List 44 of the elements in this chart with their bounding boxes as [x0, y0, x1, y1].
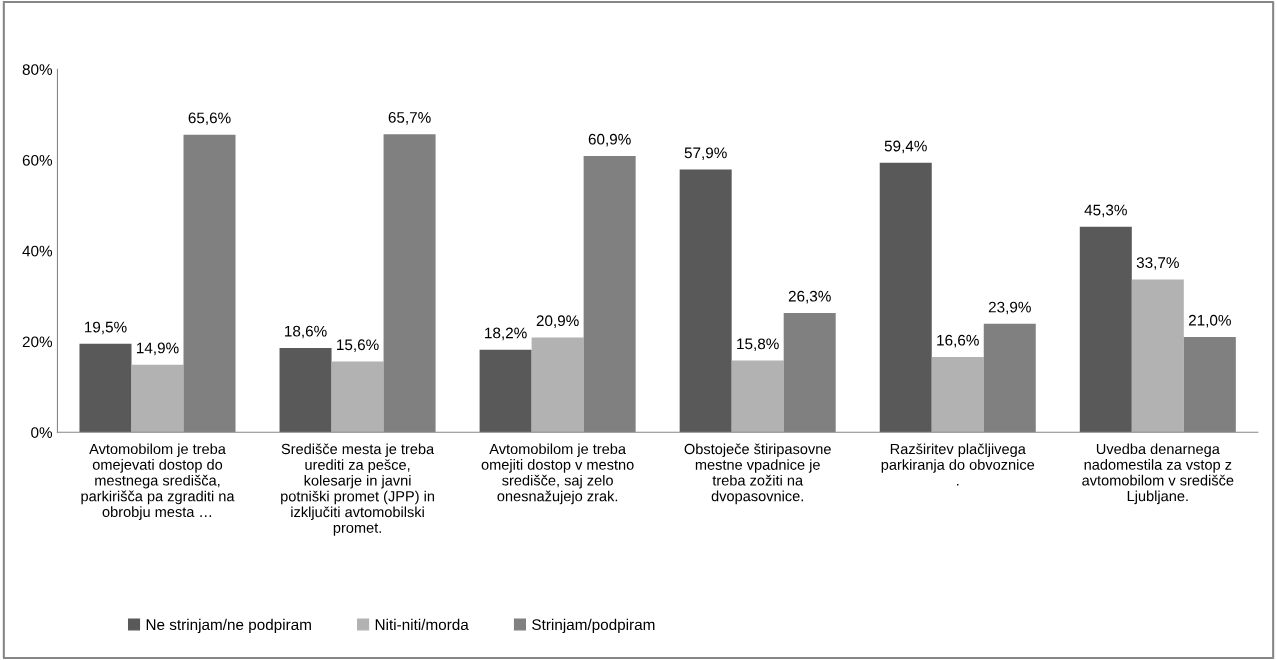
- bar: [1131, 279, 1184, 433]
- y-tick-label: 80%: [22, 64, 53, 75]
- legend-label: Strinjam/podpiram: [532, 618, 655, 634]
- data-label: 45,3%: [1084, 204, 1127, 218]
- bar: [131, 364, 184, 433]
- y-tick-label: 0%: [31, 427, 53, 438]
- data-label: 21,0%: [1188, 314, 1231, 328]
- data-label: 16,6%: [937, 334, 979, 348]
- legend-label: Niti-niti/morda: [375, 618, 469, 631]
- data-label: 60,9%: [588, 133, 631, 147]
- data-label: 15,8%: [737, 338, 779, 352]
- bar: [1079, 226, 1132, 433]
- bar: [931, 356, 984, 433]
- data-label: 18,6%: [285, 325, 327, 339]
- x-tick-label: Avtomobilom je treba omejiti dostop v mestno središče, saj zelo onesnažujejo zrak.: [481, 443, 634, 505]
- data-label: 57,9%: [684, 147, 727, 161]
- bar: [679, 169, 732, 433]
- y-tick-label: 40%: [22, 245, 53, 257]
- bar: [531, 337, 584, 433]
- data-label: 59,4%: [884, 140, 927, 154]
- data-label: 15,6%: [337, 339, 379, 352]
- x-tick-label: Središče mesta je treba urediti za pešce, kolesarje in javni potniški promet (JPP) in izključiti avtomobilski promet.: [281, 443, 435, 536]
- data-label: 23,9%: [988, 301, 1031, 315]
- data-label: 18,2%: [485, 327, 527, 341]
- data-label: 19,5%: [84, 321, 127, 335]
- legend-label: Ne strinjam/ne podpiram: [146, 618, 311, 634]
- y-tick-label: 60%: [22, 154, 53, 166]
- data-label: 26,3%: [788, 290, 831, 304]
- bar: [731, 360, 784, 433]
- data-label: 14,9%: [137, 342, 179, 356]
- bar: [331, 361, 384, 433]
- bar: [279, 347, 332, 433]
- bar: [79, 343, 132, 433]
- x-tick-label: Uvedba denarnega nadomestila za vstop z avtomobilom v središče Ljubljane.: [1082, 443, 1234, 505]
- x-tick-label: Razširitev plačljivega parkiranja do obvoznice .: [881, 443, 1035, 486]
- y-tick-label: 20%: [22, 336, 53, 348]
- data-label: 65,7%: [388, 112, 431, 125]
- data-label: 20,9%: [536, 315, 579, 328]
- data-label: 65,6%: [188, 112, 231, 126]
- bar: [479, 349, 532, 433]
- x-tick-label: Obstoječe štiripasovne mestne vpadnice je treba zožiti na dvopasovnice.: [684, 443, 831, 505]
- bar: [879, 162, 932, 433]
- x-tick-label: Avtomobilom je treba omejevati dostop do mestnega središča, parkirišča pa zgraditi na obrobju mesta …: [81, 443, 235, 520]
- data-label: 33,7%: [1136, 257, 1179, 270]
